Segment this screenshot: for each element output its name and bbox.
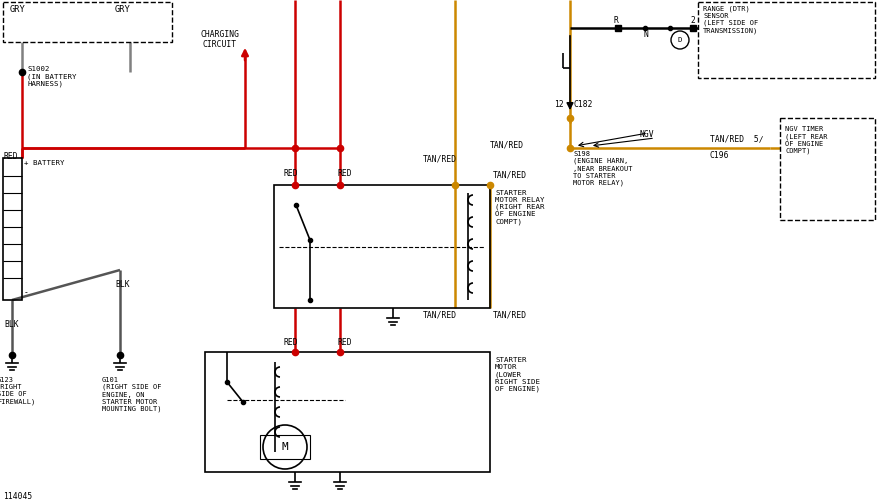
Bar: [3, 158, 22, 300]
Text: -: -: [24, 288, 29, 297]
Text: GRY: GRY: [10, 5, 26, 14]
Text: N: N: [643, 30, 648, 39]
Text: STARTER
MOTOR
(LOWER
RIGHT SIDE
OF ENGINE): STARTER MOTOR (LOWER RIGHT SIDE OF ENGIN…: [495, 357, 540, 392]
Text: RED: RED: [283, 169, 298, 178]
Text: S198
(ENGINE HARN,
,NEAR BREAKOUT
TO STARTER
MOTOR RELAY): S198 (ENGINE HARN, ,NEAR BREAKOUT TO STA…: [573, 151, 633, 186]
Text: CHARGING
CIRCUIT: CHARGING CIRCUIT: [200, 30, 240, 49]
Text: TAN/RED: TAN/RED: [493, 171, 527, 180]
Bar: [780, 118, 875, 220]
Bar: [274, 185, 490, 308]
Text: C196: C196: [710, 151, 730, 160]
Text: NGV TIMER
(LEFT REAR
OF ENGINE
COMPT): NGV TIMER (LEFT REAR OF ENGINE COMPT): [785, 126, 828, 154]
Bar: [260, 435, 310, 459]
Text: 2: 2: [690, 16, 695, 25]
Text: STARTER
MOTOR RELAY
(RIGHT REAR
OF ENGINE
COMPT): STARTER MOTOR RELAY (RIGHT REAR OF ENGIN…: [495, 190, 544, 225]
Text: D: D: [678, 37, 683, 43]
Text: R: R: [613, 16, 617, 25]
Text: BLK: BLK: [115, 280, 129, 289]
Text: + BATTERY: + BATTERY: [24, 160, 64, 166]
Text: NGV: NGV: [640, 130, 655, 139]
Bar: [698, 2, 875, 78]
Text: G123
(RIGHT
SIDE OF
FIREWALL): G123 (RIGHT SIDE OF FIREWALL): [0, 377, 36, 405]
Bar: [205, 352, 490, 472]
Text: TAN/RED: TAN/RED: [423, 311, 457, 320]
Text: TAN/RED: TAN/RED: [493, 311, 527, 320]
Text: C182: C182: [573, 100, 593, 109]
Text: 114045: 114045: [3, 492, 32, 501]
Text: BLK: BLK: [4, 320, 19, 329]
Text: TAN/RED: TAN/RED: [490, 141, 524, 150]
Bar: [3, 2, 172, 42]
Text: RANGE (DTR)
SENSOR
(LEFT SIDE OF
TRANSMISSION): RANGE (DTR) SENSOR (LEFT SIDE OF TRANSMI…: [703, 5, 758, 33]
Text: RED: RED: [338, 338, 353, 347]
Text: TAN/RED: TAN/RED: [423, 155, 457, 164]
Text: S1002
(IN BATTERY
HARNESS): S1002 (IN BATTERY HARNESS): [27, 66, 77, 87]
Text: 12: 12: [554, 100, 564, 109]
Text: GRY: GRY: [115, 5, 131, 14]
Text: G101
(RIGHT SIDE OF
ENGINE, ON
STARTER MOTOR
MOUNTING BOLT): G101 (RIGHT SIDE OF ENGINE, ON STARTER M…: [102, 377, 161, 412]
Text: RED: RED: [3, 152, 18, 161]
Text: TAN/RED  5∕: TAN/RED 5∕: [710, 134, 764, 143]
Text: M: M: [282, 442, 289, 452]
Text: RED: RED: [338, 169, 353, 178]
Text: RED: RED: [283, 338, 298, 347]
